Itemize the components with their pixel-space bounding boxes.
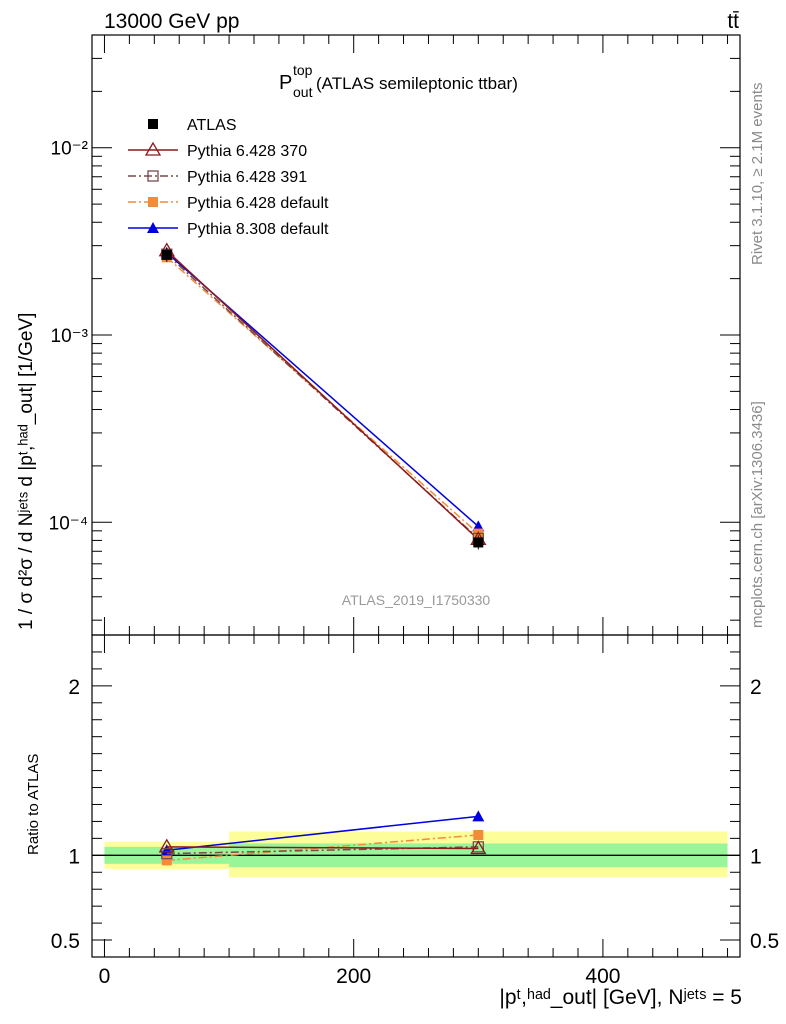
y-tick-label: 10⁻² xyxy=(51,139,89,160)
legend-marker xyxy=(147,222,159,233)
data-point xyxy=(473,537,484,548)
legend: ATLAS Pythia 6.428 370 Pythia 6.428 391 Pyt… xyxy=(128,117,329,238)
ratio-tick-label-right: 2 xyxy=(750,676,762,699)
x-tick-label: 0 xyxy=(99,965,111,988)
ratio-point xyxy=(161,855,172,866)
ratio-line xyxy=(166,815,479,851)
ratio-point xyxy=(472,810,485,822)
data-point xyxy=(161,249,172,260)
legend-entry: ATLAS xyxy=(148,117,237,134)
ratio-point xyxy=(473,829,484,840)
legend-label: Pythia 6.428 370 xyxy=(187,143,307,160)
ratio-tick-label-right: 1 xyxy=(750,845,762,868)
x-tick-label: 200 xyxy=(336,965,371,988)
ratio-y-ticks: 0.5 0.5 1 1 2 2 xyxy=(51,651,779,953)
legend-marker xyxy=(148,197,158,207)
process-label: tt̄ xyxy=(727,10,739,33)
title-main: P xyxy=(279,72,292,94)
ratio-tick-label: 0.5 xyxy=(51,930,80,953)
analysis-watermark: ATLAS_2019_I1750330 xyxy=(342,592,491,608)
y-tick-label: 10⁻³ xyxy=(51,326,89,347)
plot-title: P top out (ATLAS semileptonic ttbar) xyxy=(279,62,518,100)
energy-label: 13000 GeV pp xyxy=(104,10,239,33)
ratio-frame xyxy=(91,634,741,958)
legend-entry: Pythia 6.428 391 xyxy=(128,169,307,186)
title-sub: out xyxy=(293,84,313,100)
series-line xyxy=(166,253,479,539)
title-rest: (ATLAS semileptonic ttbar) xyxy=(316,74,518,93)
main-x-ticks xyxy=(103,35,729,635)
ratio-tick-label: 1 xyxy=(68,845,80,868)
y-axis-label-main: 1 / σ d²σ / d Nʲᵉᵗˢ d |pᵗ,ʰᵃᵈ_out| [1/Ge… xyxy=(16,313,37,630)
legend-label: ATLAS xyxy=(187,117,237,134)
x-axis-label: |pᵗ,ʰᵃᵈ_out| [GeV], Nʲᵉᵗˢ = 5 xyxy=(499,986,742,1009)
x-tick-label: 400 xyxy=(585,965,620,988)
legend-entry: Pythia 8.308 default xyxy=(128,221,329,238)
main-panel: 10⁻² 10⁻³ 10⁻⁴ P top out (ATLAS semilepton… xyxy=(49,34,741,636)
legend-label: Pythia 6.428 default xyxy=(187,195,329,212)
main-plot-content xyxy=(158,242,487,550)
ratio-tick-label-right: 0.5 xyxy=(750,930,779,953)
rivet-version-label: Rivet 3.1.10, ≥ 2.1M events xyxy=(749,83,766,266)
ratio-panel: 0.5 0.5 1 1 2 2 0 200 400 xyxy=(51,634,779,988)
legend-label: Pythia 6.428 391 xyxy=(187,169,307,186)
ratio-tick-label: 2 xyxy=(68,676,80,699)
ratio-point xyxy=(470,840,487,855)
legend-marker xyxy=(144,141,162,156)
y-tick-label: 10⁻⁴ xyxy=(49,513,88,534)
title-sup: top xyxy=(293,62,313,78)
legend-entry: Pythia 6.428 default xyxy=(128,195,329,212)
legend-entry: Pythia 6.428 370 xyxy=(128,141,307,160)
legend-label: Pythia 8.308 default xyxy=(187,221,329,238)
ratio-plot-content xyxy=(92,810,740,878)
legend-marker xyxy=(147,170,159,182)
y-axis-label-ratio: Ratio to ATLAS xyxy=(25,754,42,855)
series-line xyxy=(166,250,479,540)
mcplots-source-label: mcplots.cern.ch [arXiv:1306.3436] xyxy=(749,401,766,628)
legend-marker xyxy=(148,119,158,129)
ratio-point xyxy=(161,847,173,860)
ratio-line xyxy=(166,846,479,850)
ratio-point xyxy=(158,838,175,853)
ratio-x-ticks: 0 200 400 xyxy=(99,635,729,988)
